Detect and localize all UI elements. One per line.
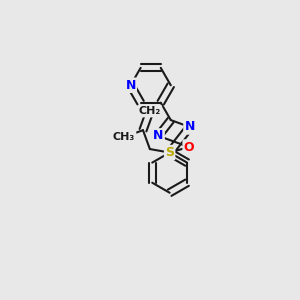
Text: N: N bbox=[125, 79, 136, 92]
Text: O: O bbox=[184, 140, 194, 154]
Text: CH₃: CH₃ bbox=[113, 132, 135, 142]
Text: N: N bbox=[153, 129, 164, 142]
Text: CH₂: CH₂ bbox=[139, 106, 161, 116]
Text: S: S bbox=[165, 146, 174, 159]
Text: N: N bbox=[184, 120, 195, 134]
